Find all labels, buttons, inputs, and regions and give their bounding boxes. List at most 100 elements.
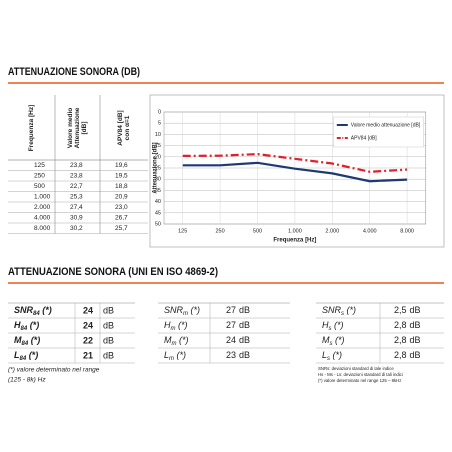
column-header: Frequenza [Hz] [28, 105, 35, 152]
index-note-mark: (*) [330, 350, 342, 360]
index-label: SNRs (*) [322, 305, 356, 316]
legend-label: Valore medio attenuazione [dB] [351, 122, 421, 128]
table-cell: 500 [34, 183, 45, 190]
x-tick-label: 4.000 [363, 228, 377, 234]
index-label: Hs (*) [322, 320, 344, 331]
table-cell: 4.000 [34, 215, 51, 222]
index-label: Ms (*) [322, 335, 345, 346]
table-cell: 19,5 [115, 173, 128, 180]
y-axis-label: Attenuazione [dB] [153, 142, 159, 193]
table-cell: 18,8 [115, 183, 128, 190]
index-unit: dB [410, 335, 421, 345]
x-tick-label: 125 [178, 228, 187, 234]
index-note-mark: (*) [26, 350, 38, 360]
y-tick-label: 25 [155, 165, 161, 171]
table-cell: 8.000 [34, 225, 51, 232]
table-cell: 30,9 [70, 215, 83, 222]
index-note-mark: (*) [344, 305, 356, 315]
index-unit: dB [239, 305, 250, 315]
index-note-mark: (*) [40, 305, 52, 315]
table-cell: 25,7 [115, 225, 128, 232]
index-label: L84 (*) [14, 350, 38, 361]
footnote: (*) valore determinato nel range [8, 367, 100, 374]
index-name: M [322, 335, 330, 345]
index-value: 27 [226, 305, 236, 315]
series-line [182, 153, 408, 173]
index-value: 2,8 dB [394, 320, 421, 330]
index-value: 23 dB [226, 350, 250, 360]
table-cell: 26,7 [115, 215, 128, 222]
index-name: H [322, 320, 329, 330]
table-cell: 20,9 [115, 194, 128, 201]
index-unit: dB [103, 305, 114, 315]
index-value: 23 [226, 350, 236, 360]
series-line [182, 161, 408, 183]
index-subscript: 84 [22, 341, 29, 347]
index-subscript: 84 [21, 326, 28, 332]
chart-frame [149, 94, 445, 248]
index-unit: dB [239, 350, 250, 360]
footnote: (125 - 8k) Hz [8, 377, 46, 384]
index-label: H84 (*) [14, 320, 39, 331]
index-unit: dB [239, 335, 250, 345]
index-subscript: s [329, 326, 332, 332]
index-note-mark: (*) [27, 320, 39, 330]
legend-label: APV84 [dB] [351, 135, 377, 141]
index-note-mark: (*) [176, 320, 188, 330]
footnote: Hs - Ms - Ls: deviazioni standard di tal… [318, 372, 403, 377]
index-name: SNR [14, 305, 34, 315]
table-cell: 22,7 [70, 183, 83, 190]
index-label: Ls (*) [322, 350, 342, 361]
index-name: L [164, 350, 169, 360]
table-cell: 25,3 [70, 194, 83, 201]
index-value: 27 dB [226, 320, 250, 330]
index-value: 24 [83, 320, 93, 330]
index-name: SNR [164, 305, 184, 315]
index-value: 2,5 dB [394, 305, 421, 315]
index-label: M84 (*) [14, 335, 40, 346]
index-value: 2,8 [394, 320, 407, 330]
index-value: 24 dB [226, 335, 250, 345]
x-tick-label: 8.000 [400, 228, 414, 234]
index-subscript: m [169, 356, 174, 362]
index-subscript: m [183, 311, 188, 317]
table-cell: 1.000 [34, 194, 51, 201]
y-tick-label: 20 [155, 154, 161, 160]
index-label: Lm (*) [164, 350, 186, 361]
legend-box [333, 116, 424, 148]
column-header: Attenuazione [74, 107, 81, 148]
index-unit: dB [103, 350, 114, 360]
index-name: SNR [322, 305, 342, 315]
index-name: M [164, 335, 172, 345]
table-cell: 125 [34, 162, 45, 169]
index-name: L [14, 350, 20, 360]
y-tick-label: 5 [158, 121, 161, 127]
y-tick-label: 10 [155, 132, 161, 138]
footnote: SNRs: deviazioni standard di tale indice [318, 366, 394, 371]
index-note-mark: (*) [177, 335, 189, 345]
index-subscript: 84 [20, 356, 27, 362]
index-unit: dB [239, 320, 250, 330]
index-label: Mm (*) [164, 335, 189, 346]
table-cell: 2.000 [34, 204, 51, 211]
index-value: 2,8 [394, 350, 407, 360]
index-subscript: s [330, 341, 333, 347]
index-name: M [14, 335, 22, 345]
section-title: ATTENUAZIONE SONORA (DB) [8, 66, 140, 78]
index-name: L [322, 350, 327, 360]
table-cell: 27,4 [70, 204, 83, 211]
index-label: SNR84 (*) [14, 305, 52, 316]
x-tick-label: 2.000 [325, 228, 339, 234]
y-tick-label: 35 [155, 188, 161, 194]
table-cell: 30,2 [70, 225, 83, 232]
column-header: Valore medio [67, 108, 74, 148]
y-tick-label: 15 [155, 143, 161, 149]
index-value: 24 [83, 305, 93, 315]
column-header: con α=1 [124, 115, 131, 140]
index-note-mark: (*) [28, 335, 40, 345]
index-label: Hm (*) [164, 320, 188, 331]
index-note-mark: (*) [174, 350, 186, 360]
index-unit: dB [410, 305, 421, 315]
table-cell: 250 [34, 173, 45, 180]
